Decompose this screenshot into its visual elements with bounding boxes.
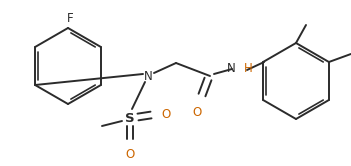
Text: O: O	[125, 148, 135, 161]
Text: O: O	[161, 109, 171, 122]
Text: O: O	[192, 106, 201, 119]
Text: H: H	[244, 61, 253, 75]
Text: S: S	[125, 112, 135, 124]
Text: F: F	[67, 11, 73, 25]
Text: N: N	[227, 61, 236, 75]
Text: N: N	[144, 70, 152, 83]
